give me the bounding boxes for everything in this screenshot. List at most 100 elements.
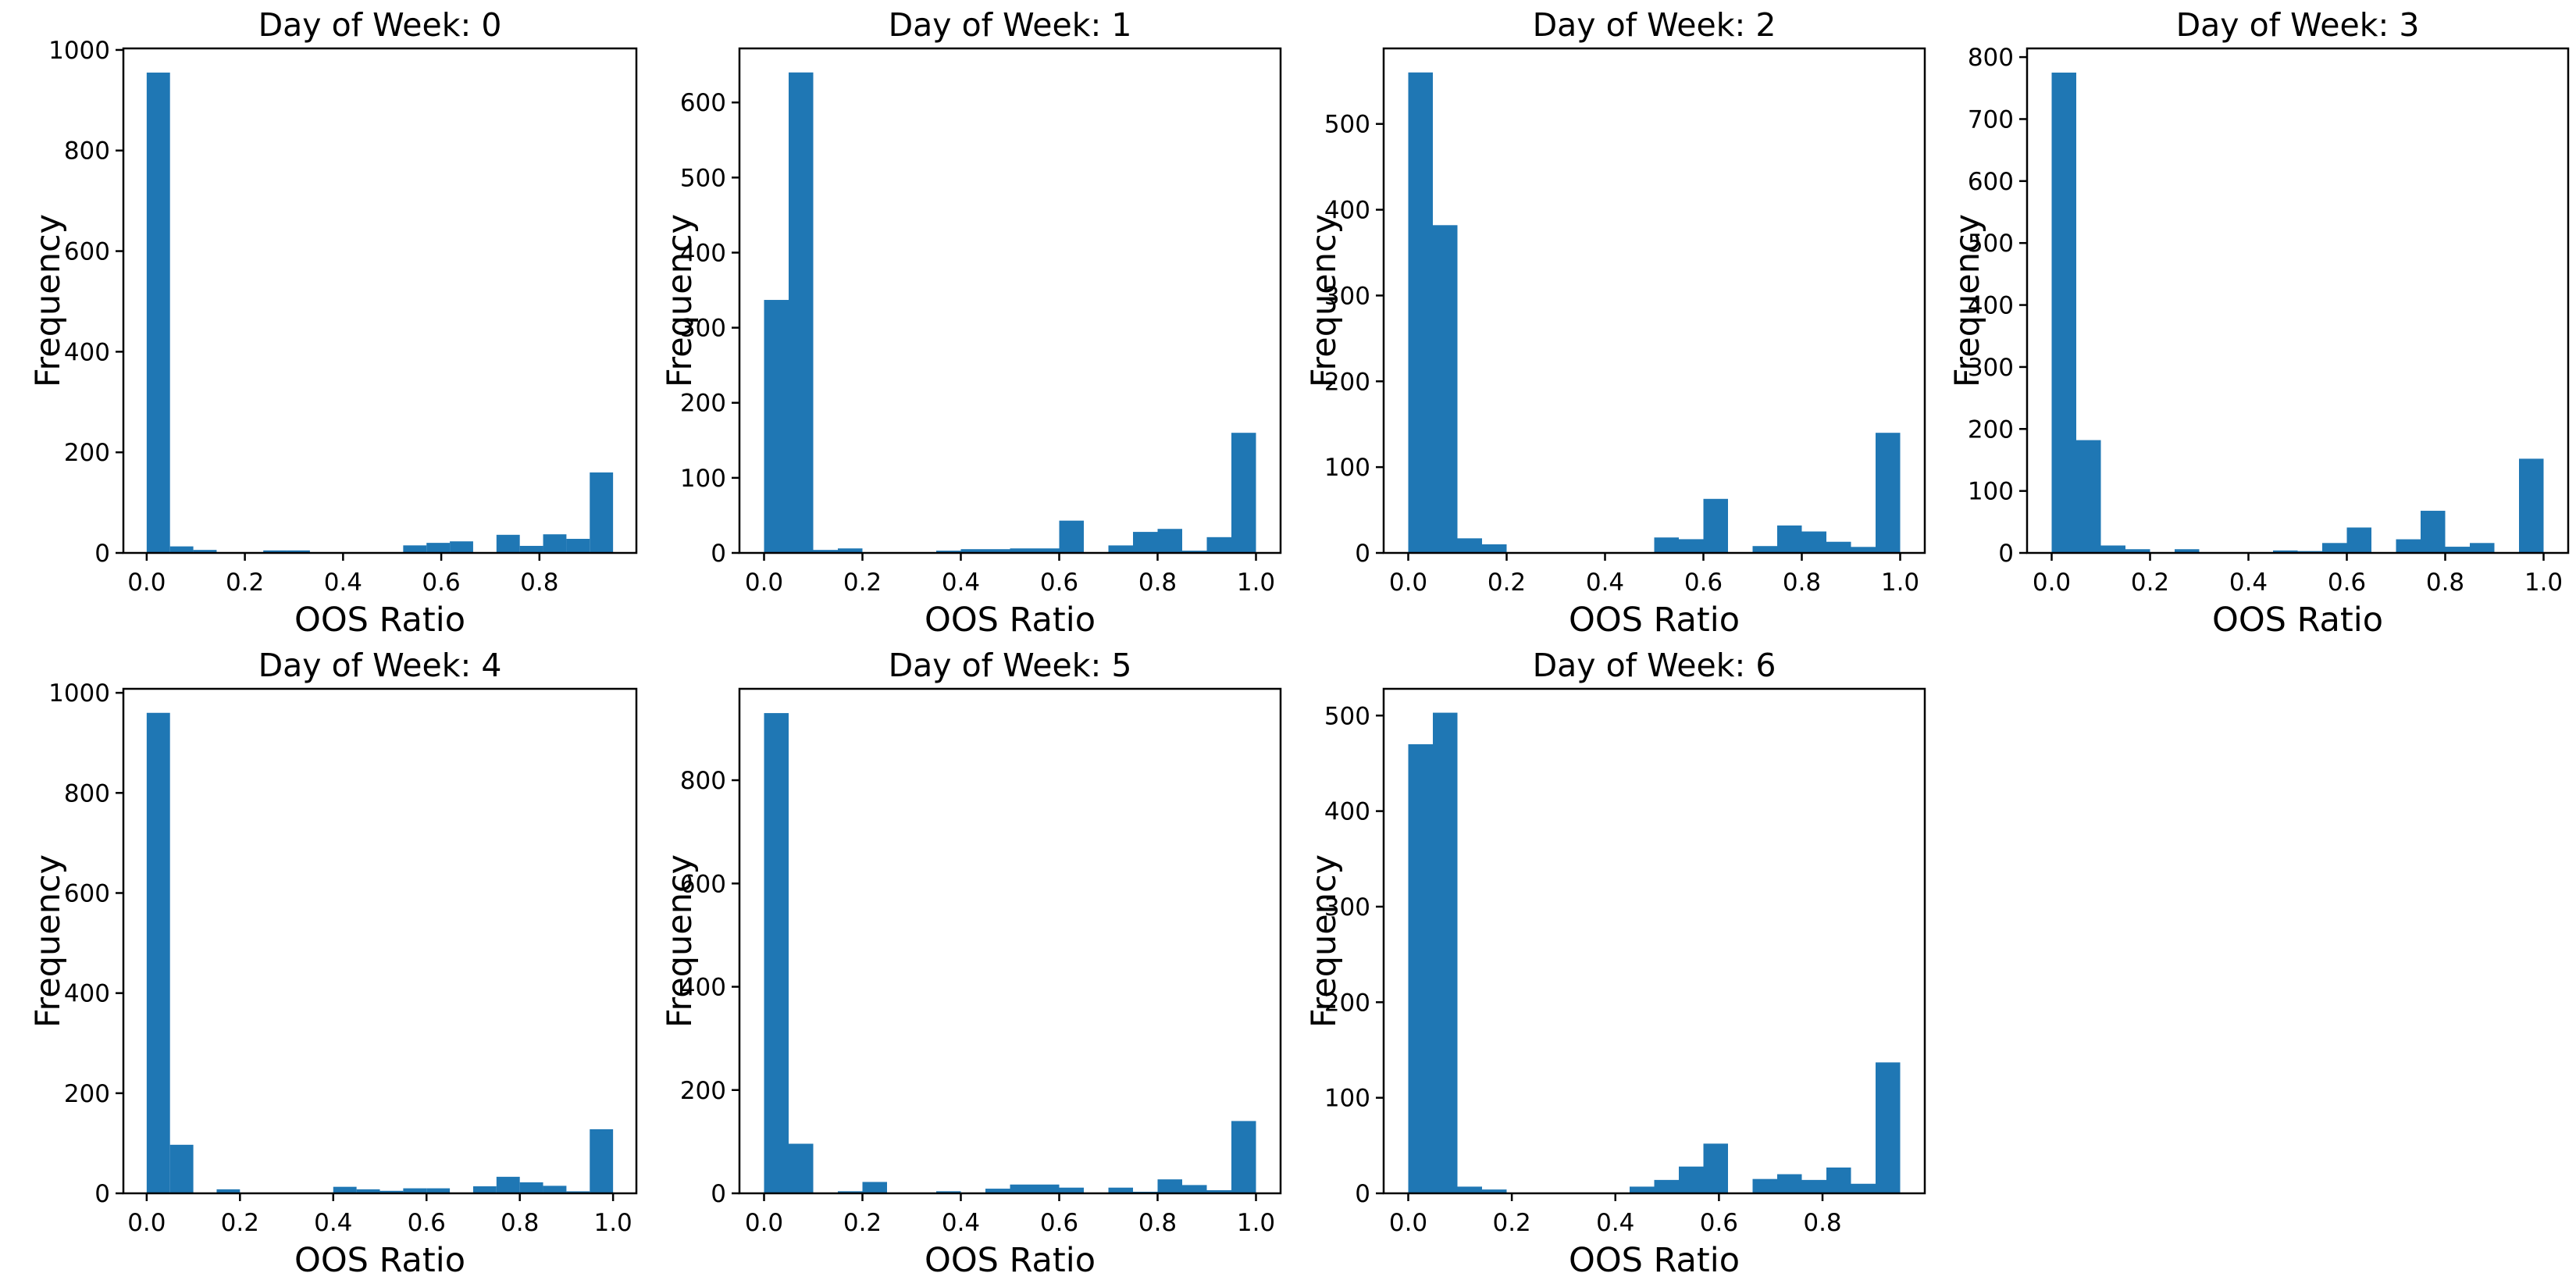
x-tick-label: 0.2 [2131,569,2169,597]
histogram-bar [2445,547,2471,553]
y-tick-label: 200 [64,1079,110,1107]
histogram-bar [1010,1184,1035,1193]
histogram-bar [1432,225,1457,553]
x-tick-label: 0.4 [942,569,980,597]
histogram-bar [764,300,789,553]
x-tick-label: 0.8 [1803,1209,1841,1237]
subplot-day-5: 0.0 0.2 0.4 0.6 0.8 1.0 0 200 400 600 800 Day of We… [644,640,1288,1280]
subplot-title: Day of Week: 4 [258,647,502,684]
histogram-bar [333,1186,357,1193]
y-tick-label: 800 [1968,44,2014,72]
histogram-bar [1703,498,1728,553]
x-tick-label: 0.4 [1585,569,1623,597]
y-tick-label: 400 [680,973,726,1001]
x-axis-label: OOS Ratio [294,1241,465,1280]
subplot-day-0: 0.0 0.2 0.4 0.6 0.8 0 200 400 600 800 1000 Day of W… [0,0,644,640]
x-axis-label: OOS Ratio [2212,601,2383,640]
subplot-day-6: 0.0 0.2 0.4 0.6 0.8 0 100 200 300 400 500 Day of We… [1288,640,1933,1280]
x-tick-label: 0.4 [1596,1209,1634,1237]
y-axis-label: Frequency [661,854,700,1027]
x-tick-label: 0.8 [1138,569,1177,597]
x-tick-label: 0.4 [314,1209,352,1237]
histogram-bar [1457,538,1482,553]
y-tick-label: 600 [680,89,726,117]
histogram-bar [1481,1189,1506,1193]
subplot-title: Day of Week: 3 [2176,6,2420,44]
y-axis-label: Frequency [1305,854,1344,1027]
y-axis-label: Frequency [661,214,700,387]
y-tick-label: 500 [1324,111,1370,139]
x-tick-label: 0.6 [1040,569,1078,597]
axes-frame [2026,47,2570,554]
histogram-bar [960,549,985,553]
histogram-bar [1206,1189,1231,1193]
y-tick-label: 100 [1968,478,2014,506]
axes-frame [1382,687,1926,1194]
histogram-bar [496,534,520,553]
x-tick-label: 0.0 [127,1209,166,1237]
histogram-bar [1034,1184,1060,1193]
axes-frame [738,687,1281,1194]
histogram-bar [379,1190,404,1193]
histogram-bar [216,1189,240,1193]
y-tick-label: 700 [1968,105,2014,134]
histogram-canvas: 0.0 0.2 0.4 0.6 0.8 1.0 0 200 400 600 800 1000 Day o… [29,647,638,1280]
subplot-title: Day of Week: 2 [1532,6,1776,44]
histogram-bar [590,1128,614,1193]
histogram-bar [472,1186,497,1193]
histogram-bar [2519,458,2544,553]
y-axis-label: Frequency [29,214,68,387]
y-tick-label: 400 [680,239,726,267]
histogram-bar [403,1188,427,1193]
histogram-bar [1408,743,1433,1193]
histogram-bar [426,1188,451,1193]
x-axis-label: OOS Ratio [925,601,1096,640]
histogram-bar [287,550,310,553]
histogram-bar [193,550,217,553]
x-tick-label: 1.0 [1237,569,1275,597]
x-tick-label: 0.8 [1138,1209,1177,1237]
histogram-bar [2125,549,2150,553]
histogram-bar [1481,544,1506,553]
x-tick-label: 0.6 [1683,569,1722,597]
y-tick-label: 600 [1968,168,2014,196]
y-tick-label: 600 [64,238,110,266]
y-tick-label: 200 [680,390,726,418]
x-tick-label: 0.0 [1388,1209,1427,1237]
y-tick-label: 200 [680,1076,726,1104]
y-tick-label: 300 [1968,354,2014,382]
histogram-bar [543,534,567,553]
y-tick-label: 100 [1324,1084,1370,1112]
histogram-bar [1457,1186,1482,1193]
y-tick-label: 300 [1324,893,1370,921]
histogram-canvas: 0.0 0.2 0.4 0.6 0.8 1.0 0 100 200 300 400 500 Day of… [1305,6,1926,640]
histogram-bar [263,550,287,553]
axes-frame [122,687,638,1194]
histogram-bar [543,1185,567,1193]
histogram-bar [1678,1166,1703,1193]
histogram-bar [1851,547,1876,553]
histogram-bar [496,1176,520,1193]
histogram-bar [1752,1178,1777,1193]
histogram-bar [1181,551,1207,553]
histogram-bar [1678,539,1703,553]
histogram-bar [2346,527,2372,553]
x-axis-label: OOS Ratio [1568,1241,1739,1280]
y-tick-label: 0 [711,1180,726,1208]
histogram-bar [1801,1179,1826,1193]
axes-frame [1382,47,1926,554]
histogram-bar [2421,511,2446,553]
histogram-canvas: 0.0 0.2 0.4 0.6 0.8 1.0 0 100 200 300 400 500 600 Day… [661,6,1281,640]
histogram-bar [403,545,427,553]
histogram-bar [1875,1061,1900,1193]
histogram-bar [985,1188,1010,1193]
subplot-day-2: 0.0 0.2 0.4 0.6 0.8 1.0 0 100 200 300 400 500 Day of… [1288,0,1933,640]
x-tick-label: 0.2 [1487,569,1525,597]
x-tick-label: 0.0 [745,1209,783,1237]
y-axis-label: Frequency [29,854,68,1027]
histogram-bar [837,1190,863,1193]
x-tick-label: 0.8 [1782,569,1820,597]
y-tick-label: 0 [1355,1180,1370,1208]
histogram-bar [169,546,194,553]
